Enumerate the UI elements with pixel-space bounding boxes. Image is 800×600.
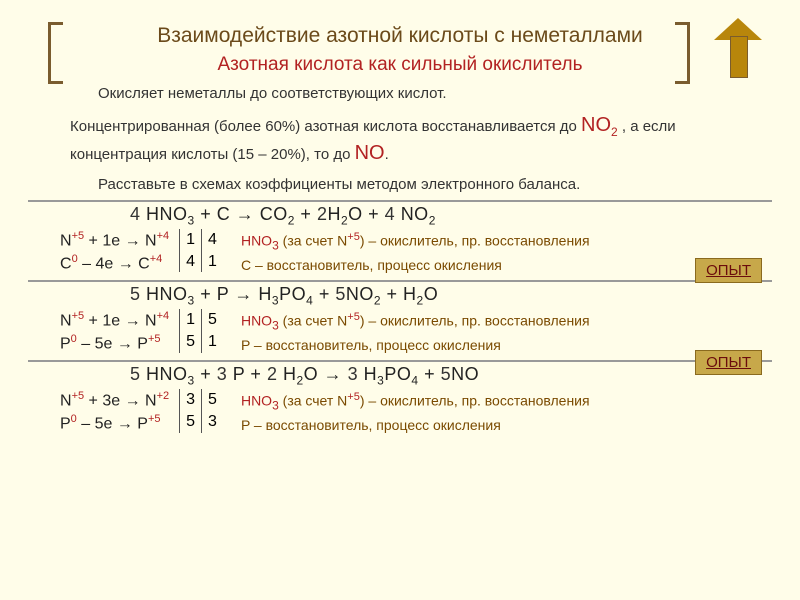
- balance-3-bars: 35 53: [179, 389, 223, 432]
- bracket-left: [48, 22, 63, 84]
- balance-1-bars: 14 41: [179, 229, 223, 272]
- opyt-button-1[interactable]: ОПЫТ: [695, 258, 762, 283]
- balance-1: N+5 + 1e → N+4 C0 – 4e → C+4 14 41 HNO3 …: [60, 229, 772, 275]
- balance-3-left: N+5 + 3e → N+2 P0 – 5e → P+5: [60, 389, 169, 435]
- no2-label: NO2: [581, 114, 618, 136]
- no-label: NO: [355, 142, 385, 164]
- bracket-right: [675, 22, 690, 84]
- opyt-button-2[interactable]: ОПЫТ: [695, 350, 762, 375]
- paragraph-3: Расставьте в схемах коэффициенты методом…: [70, 175, 760, 195]
- balance-2-left: N+5 + 1e → N+4 P0 – 5e → P+5: [60, 309, 169, 355]
- divider: [28, 200, 772, 202]
- divider: [28, 280, 772, 282]
- para2-text-a: Концентрированная (более 60%) азотная ки…: [70, 118, 581, 135]
- balance-3: N+5 + 3e → N+2 P0 – 5e → P+5 35 53 HNO3 …: [60, 389, 772, 435]
- paragraph-1: Окисляет неметаллы до соответствующих ки…: [70, 84, 760, 104]
- arrow-up-icon[interactable]: [714, 18, 762, 76]
- equation-2: 5 HNO3 + P → H3PO4 + 5NO2 + H2O: [130, 284, 800, 308]
- balance-3-right: HNO3 (за счет N+5) – окислитель, пр. вос…: [241, 389, 590, 435]
- balance-2-bars: 15 51: [179, 309, 223, 352]
- para2-text-c: .: [385, 146, 389, 163]
- equation-1: 4 HNO3 + C → CO2 + 2H2O + 4 NO2: [130, 204, 800, 228]
- divider: [28, 360, 772, 362]
- paragraph-2: Концентрированная (более 60%) азотная ки…: [70, 112, 760, 167]
- balance-2-right: HNO3 (за счет N+5) – окислитель, пр. вос…: [241, 309, 590, 355]
- balance-1-right: HNO3 (за счет N+5) – окислитель, пр. вос…: [241, 229, 590, 275]
- balance-1-left: N+5 + 1e → N+4 C0 – 4e → C+4: [60, 229, 169, 275]
- balance-2: N+5 + 1e → N+4 P0 – 5e → P+5 15 51 HNO3 …: [60, 309, 772, 355]
